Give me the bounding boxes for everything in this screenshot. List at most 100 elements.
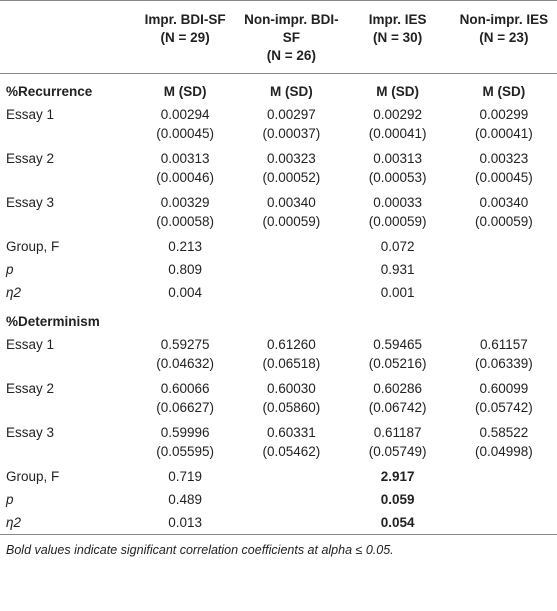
sd-value: (0.00045) xyxy=(474,170,533,185)
mean-value: 0.61157 xyxy=(479,337,528,352)
sd-value: (0.00059) xyxy=(474,214,533,229)
row-label: η2 xyxy=(6,285,22,300)
column-header: Non-impr. IES (N = 23) xyxy=(450,0,557,74)
empty-cell xyxy=(238,465,344,488)
sd-value: (0.06627) xyxy=(156,400,215,415)
cell: 0.931 xyxy=(380,262,415,277)
cell: 0.61260 (0.06518) xyxy=(238,333,344,377)
sd-value: (0.00052) xyxy=(262,170,321,185)
data-row: Essay 2 0.60066 (0.06627) 0.60030 (0.05860) 0… xyxy=(0,377,557,421)
sd-value: (0.00041) xyxy=(368,126,427,141)
data-row: p 0.489 0.059 xyxy=(0,488,557,511)
row-label: Group, F xyxy=(6,469,60,484)
sd-value: (0.00059) xyxy=(262,214,321,229)
cell: 0.059 xyxy=(380,492,415,507)
header-blank xyxy=(0,0,132,74)
header-row: Impr. BDI-SF (N = 29) Non-impr. BDI-SF (N =… xyxy=(0,0,557,74)
sd-value: (0.04632) xyxy=(156,356,215,371)
column-header-line: Impr. BDI-SF xyxy=(144,12,226,27)
data-row: p 0.809 0.931 xyxy=(0,258,557,281)
sd-value: (0.00041) xyxy=(474,126,533,141)
cell: 0.719 xyxy=(168,469,203,484)
cell: 0.00313 (0.00053) xyxy=(345,147,451,191)
cell: 0.00297 (0.00037) xyxy=(238,103,344,147)
sd-value: (0.05742) xyxy=(474,400,533,415)
cell: 0.60331 (0.05462) xyxy=(238,421,344,465)
data-row: η2 0.004 0.001 xyxy=(0,281,557,304)
empty-cell xyxy=(238,511,344,535)
cell: 0.59996 (0.05595) xyxy=(132,421,238,465)
empty-cell xyxy=(451,235,557,258)
empty-cell xyxy=(238,258,344,281)
mean-value: 0.00299 xyxy=(479,107,529,122)
cell: 0.00033 (0.00059) xyxy=(345,191,451,235)
results-table: Impr. BDI-SF (N = 29) Non-impr. BDI-SF (N =… xyxy=(0,0,557,535)
data-row: Group, F 0.719 2.917 xyxy=(0,465,557,488)
mean-value: 0.60331 xyxy=(266,425,316,440)
data-row: Essay 1 0.59275 (0.04632) 0.61260 (0.06518) 0… xyxy=(0,333,557,377)
column-header-line: Non-impr. BDI-SF xyxy=(244,12,339,45)
empty-cell xyxy=(451,465,557,488)
footnote: Bold values indicate significant correla… xyxy=(6,543,394,557)
sd-value: (0.04998) xyxy=(474,444,533,459)
column-header-line: Impr. IES xyxy=(368,12,427,27)
column-header-line: (N = 30) xyxy=(373,30,423,45)
sd-value: (0.05595) xyxy=(156,444,215,459)
cell: 0.013 xyxy=(168,515,203,530)
empty-cell xyxy=(132,304,238,333)
sd-value: (0.05216) xyxy=(368,356,427,371)
section-title: %Recurrence xyxy=(6,84,93,99)
column-header: Impr. BDI-SF (N = 29) xyxy=(132,0,239,74)
cell: 0.59465 (0.05216) xyxy=(345,333,451,377)
mean-value: 0.60099 xyxy=(479,381,529,396)
mean-value: 0.59465 xyxy=(373,337,423,352)
empty-cell xyxy=(238,304,344,333)
cell: 0.054 xyxy=(380,515,415,530)
cell: 0.489 xyxy=(168,492,203,507)
mean-value: 0.00297 xyxy=(266,107,316,122)
cell: 0.61187 (0.05749) xyxy=(345,421,451,465)
mean-value: 0.00294 xyxy=(160,107,210,122)
mean-value: 0.58522 xyxy=(479,425,529,440)
column-header-line: (N = 29) xyxy=(160,30,210,45)
cell: 0.60286 (0.06742) xyxy=(345,377,451,421)
row-label: Essay 3 xyxy=(6,425,55,440)
mean-value: 0.00313 xyxy=(160,151,210,166)
mean-value: 0.60066 xyxy=(160,381,210,396)
empty-cell xyxy=(345,304,451,333)
empty-cell xyxy=(451,258,557,281)
sd-value: (0.05749) xyxy=(368,444,427,459)
data-row: Essay 3 0.59996 (0.05595) 0.60331 (0.05462) 0… xyxy=(0,421,557,465)
row-label: Essay 3 xyxy=(6,195,55,210)
sd-value: (0.00046) xyxy=(156,170,215,185)
mean-value: 0.00323 xyxy=(479,151,529,166)
section-row: %Determinism xyxy=(0,304,557,333)
mean-value: 0.00340 xyxy=(479,195,529,210)
cell: 0.001 xyxy=(380,285,415,300)
row-label: Essay 1 xyxy=(6,337,55,352)
cell: 0.213 xyxy=(168,239,203,254)
sd-value: (0.06742) xyxy=(368,400,427,415)
sd-value: (0.05462) xyxy=(262,444,321,459)
subheader: M (SD) xyxy=(482,84,526,99)
empty-cell xyxy=(451,488,557,511)
cell: 0.60030 (0.05860) xyxy=(238,377,344,421)
column-header: Impr. IES (N = 30) xyxy=(344,0,451,74)
empty-cell xyxy=(451,304,557,333)
row-label: Essay 2 xyxy=(6,151,55,166)
sd-value: (0.00053) xyxy=(368,170,427,185)
sd-value: (0.00059) xyxy=(368,214,427,229)
mean-value: 0.00033 xyxy=(373,195,423,210)
sd-value: (0.00045) xyxy=(156,126,215,141)
sd-value: (0.00058) xyxy=(156,214,215,229)
column-header-line: (N = 23) xyxy=(479,30,529,45)
mean-value: 0.60286 xyxy=(373,381,423,396)
sd-value: (0.00037) xyxy=(262,126,321,141)
section-title: %Determinism xyxy=(6,314,100,329)
cell: 0.60066 (0.06627) xyxy=(132,377,238,421)
cell: 0.00323 (0.00052) xyxy=(238,147,344,191)
sd-value: (0.05860) xyxy=(262,400,321,415)
column-header: Non-impr. BDI-SF (N = 26) xyxy=(238,0,345,74)
row-label: Group, F xyxy=(6,239,60,254)
row-label: η2 xyxy=(6,515,22,530)
